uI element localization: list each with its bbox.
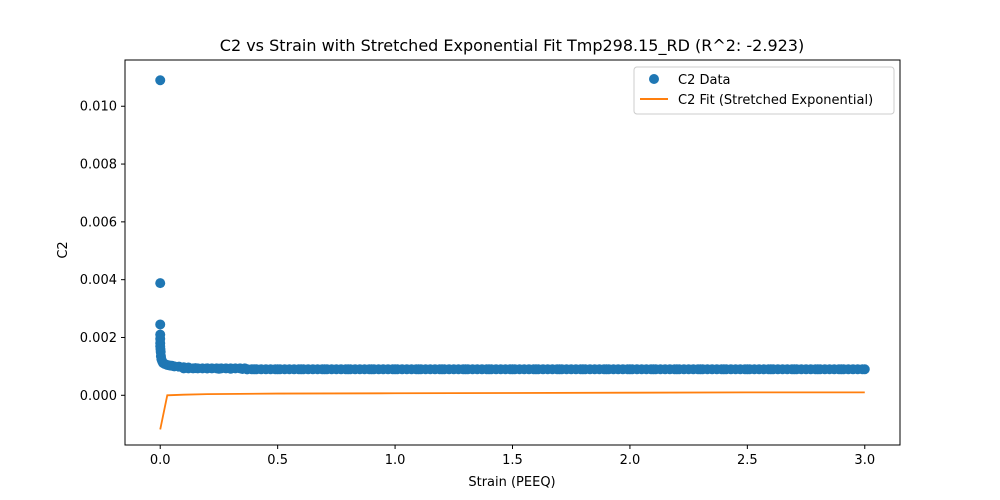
legend-label-c2-fit: C2 Fit (Stretched Exponential) [678, 93, 873, 108]
x-tick-label: 1.5 [502, 453, 523, 468]
y-tick-label: 0.006 [80, 215, 117, 230]
x-tick-label: 2.5 [737, 453, 758, 468]
plot-area [124, 59, 901, 446]
legend: C2 Data C2 Fit (Stretched Exponential) [633, 66, 895, 115]
chart-title: C2 vs Strain with Stretched Exponential … [220, 36, 804, 56]
data-point [857, 364, 868, 375]
y-tick-label: 0.008 [80, 158, 117, 173]
x-tick-label: 1.0 [385, 453, 406, 468]
series-c2-data [155, 75, 870, 375]
y-tick-label: 0.002 [80, 331, 117, 346]
data-point [155, 319, 166, 330]
y-axis: 0.000 0.002 0.004 0.006 0.008 0.010 [80, 100, 125, 404]
data-point [239, 363, 250, 374]
data-point [155, 75, 166, 86]
x-tick-label: 0.5 [267, 453, 288, 468]
legend-label-c2-data: C2 Data [678, 73, 731, 88]
x-axis-label: Strain (PEEQ) [468, 475, 555, 490]
data-point [155, 278, 166, 289]
x-axis: 0.0 0.5 1.0 1.5 2.0 2.5 3.0 [150, 445, 875, 468]
legend-box [633, 66, 895, 115]
x-tick-label: 3.0 [854, 453, 875, 468]
legend-marker-c2-data [649, 74, 659, 84]
y-tick-label: 0.000 [80, 389, 117, 404]
x-tick-label: 2.0 [620, 453, 641, 468]
y-tick-label: 0.004 [80, 273, 117, 288]
series-c2-fit-line [159, 391, 865, 430]
x-tick-label: 0.0 [150, 453, 171, 468]
y-axis-label: C2 [56, 241, 71, 258]
y-tick-label: 0.010 [80, 100, 117, 115]
